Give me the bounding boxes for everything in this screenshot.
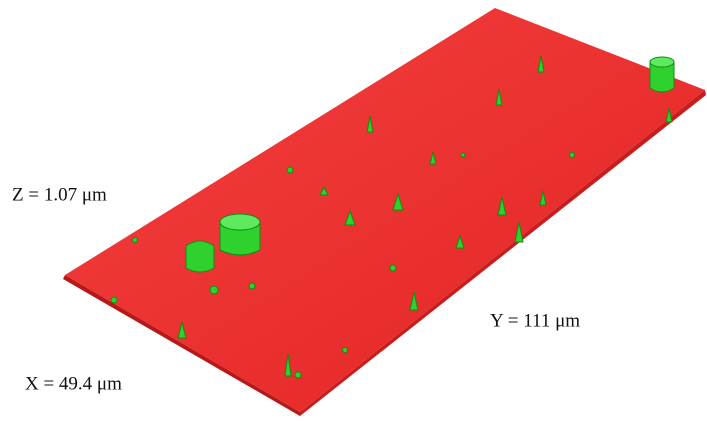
y-label: Y = 111 μm — [490, 310, 580, 331]
x-label: X = 49.4 μm — [25, 373, 122, 394]
surface — [63, 8, 706, 416]
z-label: Z = 1.07 μm — [12, 184, 107, 205]
features — [110, 55, 675, 379]
